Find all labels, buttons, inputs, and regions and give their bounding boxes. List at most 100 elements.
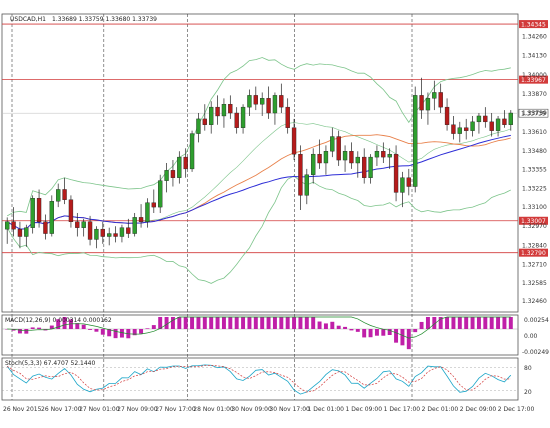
macd-bar	[177, 317, 182, 329]
candle-bear	[36, 198, 42, 222]
macd-bar	[139, 329, 144, 334]
macd-bar	[387, 329, 392, 335]
candle-bull	[476, 115, 482, 123]
price-tick-label: 1.32585	[522, 280, 547, 287]
macd-bar	[483, 317, 488, 329]
candle-bear	[285, 106, 290, 128]
macd-bar	[196, 317, 201, 329]
macd-bar	[151, 325, 156, 329]
macd-bar	[221, 317, 226, 329]
macd-bar	[279, 317, 284, 329]
macd-bar	[349, 329, 354, 331]
stoch-panel-frame	[1, 357, 519, 401]
candle-bear	[381, 151, 386, 158]
candle-bear	[291, 127, 297, 155]
macd-bar	[183, 317, 188, 329]
time-axis-label: 28 Nov 01:00	[193, 406, 234, 413]
macd-tick-top: 0.00254	[524, 317, 549, 324]
candle-bull	[368, 156, 373, 178]
candle-bull	[457, 127, 462, 134]
chart-title: USDCAD,H1	[10, 16, 46, 23]
candle-bull	[30, 198, 35, 228]
price-tick-label: 1.33610	[522, 129, 547, 136]
candle-bear	[68, 199, 74, 222]
time-axis-label: 1 Dec 09:00	[346, 406, 383, 413]
macd-bar	[457, 317, 462, 329]
macd-bar	[508, 317, 513, 329]
macd-bar	[228, 317, 233, 329]
candle-bull	[158, 180, 163, 208]
candle-bear	[438, 92, 443, 108]
macd-histogram	[2, 316, 518, 350]
time-axis-label: 1 Dec 01:00	[307, 406, 344, 413]
macd-bar	[11, 329, 16, 331]
macd-bar	[241, 317, 246, 329]
macd-bar	[298, 317, 303, 329]
price-tick-label: 1.32460	[522, 298, 547, 305]
macd-bar	[381, 329, 386, 336]
candle-bear	[11, 221, 16, 230]
candle-bull	[247, 95, 252, 108]
price-tick-label: 1.32970	[522, 223, 547, 230]
level-label-box	[519, 75, 548, 84]
macd-bar	[330, 321, 335, 329]
candle-bear	[393, 153, 399, 193]
candle-bear	[183, 156, 188, 170]
macd-bar	[425, 317, 430, 329]
candle-bull	[132, 217, 137, 234]
current-price-box	[518, 108, 549, 118]
time-axis-label: 1 Dec 17:00	[384, 406, 421, 413]
vertical-gridlines	[11, 14, 413, 400]
macd-bar	[113, 329, 118, 339]
macd-bar	[419, 321, 424, 329]
candle-bull	[196, 118, 201, 134]
macd-bar	[311, 317, 316, 329]
time-axis-label: 27 Nov 01:00	[79, 406, 120, 413]
level-label-box	[519, 248, 548, 257]
macd-bar	[343, 326, 348, 329]
stoch-k-line	[6, 364, 512, 395]
stoch-label: Stoch(5,3,3) 67.4707 52.1440	[5, 360, 96, 367]
candle-bear	[464, 127, 469, 131]
candle-bull	[164, 170, 169, 181]
macd-label: MACD(12,26,9) 0.000314 0.000162	[5, 317, 112, 324]
level-label: 1.32790	[521, 250, 546, 257]
candle-bull	[355, 156, 360, 164]
price-axis-ticks: 1.34260 1.34130 1.34000 1.33870 1.33739 1.336…	[522, 34, 547, 306]
macd-bar	[88, 329, 93, 330]
candle-bull	[209, 106, 214, 125]
macd-bar	[292, 317, 297, 329]
stoch-tick-80: 80	[524, 365, 532, 372]
macd-bar	[272, 317, 277, 329]
candle-bull	[304, 174, 309, 196]
macd-bar	[215, 317, 220, 329]
candle-bull	[177, 156, 182, 178]
candle-bull	[330, 136, 335, 152]
moving-averages	[6, 134, 511, 230]
macd-bar	[362, 329, 367, 338]
price-tick-label: 1.33355	[522, 167, 547, 174]
time-axis-label: 30 Nov 09:00	[231, 406, 272, 413]
macd-bar	[37, 327, 42, 329]
candle-bear	[126, 227, 131, 234]
candle-bear	[215, 106, 220, 117]
macd-bar	[119, 329, 124, 338]
candle-bear	[317, 153, 322, 164]
macd-bar	[62, 317, 67, 329]
candle-bear	[362, 156, 367, 178]
candle-bear	[253, 95, 258, 105]
candle-bear	[349, 151, 354, 164]
upper-band	[6, 57, 511, 217]
macd-tick-zero: 0.00	[524, 333, 538, 340]
macd-bar	[5, 329, 10, 330]
candle-bull	[94, 228, 99, 240]
candle-bear	[483, 115, 488, 123]
macd-bar	[336, 325, 341, 329]
candle-bull	[400, 177, 405, 193]
macd-panel-frame	[1, 314, 519, 356]
candle-bear	[502, 118, 507, 125]
macd-bar	[56, 319, 61, 329]
macd-bar	[413, 329, 418, 333]
